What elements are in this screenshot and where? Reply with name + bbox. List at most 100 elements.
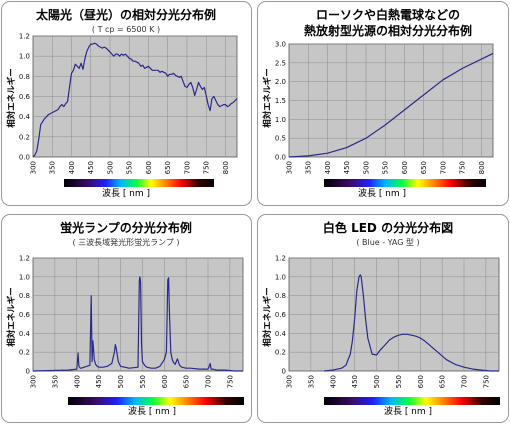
y-tick-label: 1.5: [275, 97, 286, 105]
series-line: [288, 52, 494, 158]
x-axis-label: 波長 [ nm ]: [102, 187, 150, 199]
x-tick-label: 400: [68, 161, 76, 174]
fluorescent-lamp-spectrum-chart: 蛍光ランプの分光分布例 ( 三波長域発光形蛍光ランプ ) 相対エネルギー 波長 …: [6, 220, 244, 417]
chart-title-line2: 熱放射型光源の相対分光分布例: [304, 23, 472, 38]
x-tick-label: 350: [49, 161, 57, 174]
x-tick-label: 800: [222, 161, 230, 174]
y-tick-label: 0.4: [19, 113, 31, 121]
x-tick-label: 550: [139, 375, 147, 388]
chart-panel-thermal: ローソクや白熱電球などの 熱放射型光源の相対分光分布例 相対エネルギー 波長 […: [257, 1, 509, 206]
y-tick-label: 0.2: [19, 349, 30, 357]
x-tick-label: 650: [164, 161, 172, 174]
x-tick-label: 600: [417, 375, 425, 388]
x-tick-label: 400: [324, 161, 332, 174]
x-tick-label: 300: [30, 161, 38, 174]
x-tick-label: 500: [362, 161, 370, 174]
x-axis-label: 波長 [ nm ]: [384, 405, 432, 417]
x-axis-label: 波長 [ nm ]: [358, 187, 406, 199]
y-tick-label: 0.6: [19, 311, 31, 319]
chart-title: 太陽光（昼光）の相対分光分布例: [36, 7, 216, 22]
y-axis-label: 相対エネルギー: [6, 68, 17, 128]
x-tick-label: 750: [203, 161, 211, 174]
x-tick-label: 600: [145, 161, 153, 174]
x-tick-label: 450: [95, 375, 103, 388]
x-tick-label: 750: [482, 375, 490, 388]
y-tick-label: 3.0: [275, 41, 286, 49]
y-tick-label: 1.2: [19, 255, 30, 263]
x-tick-label: 750: [459, 161, 467, 174]
y-tick-label: 2.0: [275, 78, 286, 86]
x-tick-label: 450: [343, 161, 351, 174]
chart-panel-fluorescent: 蛍光ランプの分光分布例 ( 三波長域発光形蛍光ランプ ) 相対エネルギー 波長 …: [1, 214, 252, 423]
chart-title: ローソクや白熱電球などの: [316, 7, 460, 22]
y-tick-label: 1.0: [275, 116, 286, 124]
y-tick-label: 0.8: [275, 292, 286, 300]
chart-panel-white-led: 白色 LED の分光分布図 ( Blue - YAG 型 ) 相対エネルギー 波…: [257, 214, 509, 423]
x-tick-label: 500: [106, 161, 114, 174]
y-tick-label: 0.0: [19, 154, 30, 162]
series-line: [32, 42, 238, 158]
x-tick-label: 400: [329, 375, 337, 388]
x-tick-label: 300: [286, 375, 294, 388]
y-tick-label: 0: [282, 368, 286, 376]
y-axis-label: 相対エネルギー: [262, 68, 273, 128]
y-tick-label: 0: [26, 368, 30, 376]
y-tick-label: 1.0: [19, 273, 30, 281]
x-tick-label: 500: [373, 375, 381, 388]
x-tick-label: 600: [401, 161, 409, 174]
y-tick-label: 0.8: [19, 73, 30, 81]
y-tick-label: 0.2: [19, 133, 30, 141]
x-tick-label: 400: [73, 375, 81, 388]
x-tick-label: 600: [161, 375, 169, 388]
x-tick-label: 700: [461, 375, 469, 388]
y-tick-label: 2.5: [275, 59, 286, 67]
visible-spectrum-bar: [64, 179, 214, 187]
chart-title: 蛍光ランプの分光分布例: [60, 220, 192, 235]
x-tick-label: 650: [183, 375, 191, 388]
visible-spectrum-bar: [324, 179, 486, 187]
x-tick-label: 700: [439, 161, 447, 174]
chart-subtitle: ( T cp = 6500 K ): [92, 25, 160, 34]
y-axis-label: 相対エネルギー: [262, 287, 273, 347]
x-tick-label: 800: [478, 161, 486, 174]
x-tick-label: 700: [183, 161, 191, 174]
chart-subtitle: ( 三波長域発光形蛍光ランプ ): [72, 237, 179, 247]
x-tick-label: 500: [117, 375, 125, 388]
chart-subtitle: ( Blue - YAG 型 ): [356, 238, 419, 247]
x-tick-label: 300: [30, 375, 38, 388]
thermal-radiation-spectrum-chart: ローソクや白熱電球などの 熱放射型光源の相対分光分布例 相対エネルギー 波長 […: [262, 7, 494, 199]
x-tick-label: 700: [205, 375, 213, 388]
visible-spectrum-bar: [324, 397, 500, 405]
visible-spectrum-bar: [68, 397, 244, 405]
series-line: [32, 276, 243, 372]
x-tick-label: 350: [51, 375, 59, 388]
chart-title: 白色 LED の分光分布図: [323, 220, 453, 235]
x-tick-label: 550: [126, 161, 134, 174]
daylight-spectrum-chart: 太陽光（昼光）の相対分光分布例 ( T cp = 6500 K ) 相対エネルギ…: [6, 7, 238, 199]
chart-panel-daylight: 太陽光（昼光）の相対分光分布例 ( T cp = 6500 K ) 相対エネルギ…: [1, 1, 252, 206]
x-tick-label: 450: [351, 375, 359, 388]
white-led-spectrum-chart: 白色 LED の分光分布図 ( Blue - YAG 型 ) 相対エネルギー 波…: [262, 220, 500, 417]
x-tick-label: 650: [439, 375, 447, 388]
y-axis-label: 相対エネルギー: [6, 287, 17, 347]
x-tick-label: 650: [420, 161, 428, 174]
x-tick-label: 750: [226, 375, 234, 388]
y-tick-label: 0.4: [275, 330, 287, 338]
y-tick-label: 1.2: [275, 255, 286, 263]
y-tick-label: 1.0: [275, 273, 286, 281]
y-tick-label: 0.5: [275, 135, 286, 143]
y-tick-label: 0.4: [19, 330, 31, 338]
x-tick-label: 450: [87, 161, 95, 174]
x-tick-label: 550: [395, 375, 403, 388]
y-tick-label: 0.8: [19, 292, 30, 300]
y-tick-label: 1.0: [19, 53, 30, 61]
y-tick-label: 0.0: [275, 154, 286, 162]
y-tick-label: 0.6: [19, 93, 31, 101]
y-tick-label: 0.2: [275, 349, 286, 357]
x-tick-label: 550: [382, 161, 390, 174]
x-tick-label: 350: [305, 161, 313, 174]
y-tick-label: 0.6: [275, 311, 287, 319]
x-tick-label: 300: [286, 161, 294, 174]
x-tick-label: 350: [307, 375, 315, 388]
series-line: [323, 274, 499, 372]
